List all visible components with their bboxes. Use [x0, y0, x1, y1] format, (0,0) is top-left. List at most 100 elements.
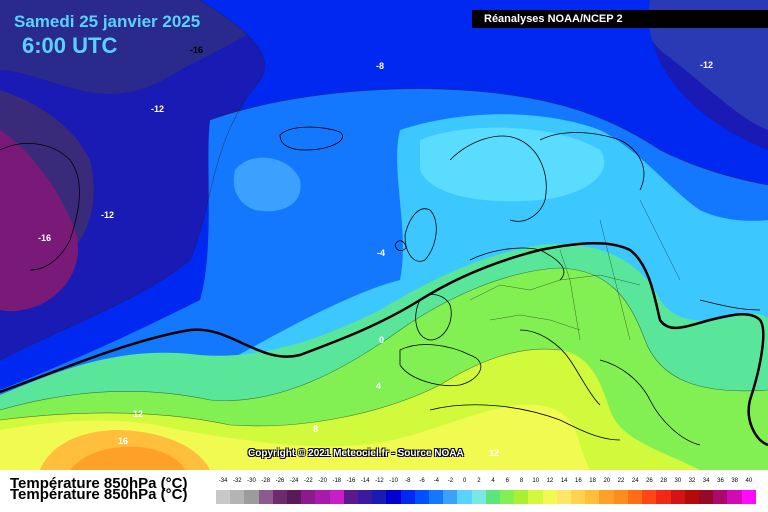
legend-label: -24	[289, 478, 299, 484]
band-cold-pool-atlantic	[233, 157, 301, 212]
legend-swatch	[571, 490, 586, 504]
legend-label: -2	[447, 478, 454, 484]
legend-label: -4	[433, 478, 439, 484]
band-minus16	[0, 0, 300, 94]
isotherm-label: 16	[118, 436, 128, 446]
isotherm-label: 8	[313, 424, 318, 434]
legend-swatch	[727, 490, 742, 504]
isotherm-label: -12	[151, 104, 164, 114]
legend-label: 0	[463, 478, 467, 484]
temperature-map: -16 -12 -8 -12 -12 -16 -4 0 4 8 12 16 12	[0, 0, 768, 470]
legend-label: 8	[519, 478, 524, 484]
legend-label: 26	[646, 478, 653, 484]
legend-swatch	[684, 490, 699, 504]
legend-label: -12	[375, 478, 384, 484]
legend-swatch	[372, 490, 387, 504]
legend-swatch	[457, 490, 472, 504]
legend-label: -6	[419, 478, 425, 484]
legend-labels: -34 -32 -30 -28 -26 -24 -22 -20 -18 -16 -14 -12 -10-…	[216, 478, 756, 488]
legend-swatch	[386, 490, 401, 504]
legend-label: 40	[745, 478, 753, 484]
copyright-text: Copyright © 2021 Meteociel.fr - Source N…	[248, 448, 464, 459]
legend-label: -18	[332, 478, 342, 484]
legend-swatch	[613, 490, 628, 504]
legend-label: -8	[405, 478, 411, 484]
legend-swatch	[627, 490, 643, 504]
legend-label: 16	[575, 478, 582, 484]
isotherms	[0, 0, 768, 427]
legend-swatch	[287, 490, 302, 504]
legend-label: 28	[660, 478, 667, 484]
legend-swatch	[429, 490, 444, 504]
legend-swatch	[443, 490, 458, 504]
legend-label: 10	[532, 478, 540, 484]
legend-label: -20	[318, 478, 327, 484]
legend-swatch	[698, 490, 714, 504]
legend-label: 20	[603, 478, 611, 484]
legend-swatch	[514, 490, 529, 504]
legend-swatch	[670, 490, 685, 504]
coastlines	[0, 126, 761, 446]
legend-swatch	[485, 490, 501, 504]
legend-swatch	[542, 490, 557, 504]
legend-label: -26	[275, 478, 285, 484]
legend-swatch	[400, 490, 415, 504]
legend-label: 12	[546, 478, 554, 484]
legend-swatch	[599, 490, 614, 504]
legend-label: -22	[304, 478, 313, 484]
legend-swatch	[358, 490, 373, 504]
zero-isotherm	[0, 242, 768, 447]
legend-swatch	[216, 490, 231, 504]
legend-swatch	[244, 490, 259, 504]
legend-label: -10	[389, 478, 398, 484]
isotherm-label: 12	[489, 448, 499, 458]
legend-swatch	[230, 490, 245, 504]
legend-label: 34	[702, 478, 710, 484]
isotherm-label: 12	[133, 409, 143, 419]
legend-swatch	[329, 490, 344, 504]
isotherm-label: -4	[377, 248, 385, 258]
legend-label: -32	[232, 478, 242, 484]
legend-swatch	[656, 490, 671, 504]
source-banner: Réanalyses NOAA/NCEP 2	[472, 10, 768, 28]
band-18	[70, 446, 185, 470]
borders	[469, 199, 681, 341]
isotherm-label: -8	[376, 61, 384, 71]
isotherm-label: -12	[101, 210, 114, 220]
legend-label: 30	[674, 478, 682, 484]
legend-label: 4	[491, 478, 495, 484]
legend-swatch	[528, 490, 543, 504]
legend-label: 32	[688, 478, 696, 484]
isotherm-label: 0	[379, 335, 384, 345]
color-scale	[216, 490, 756, 504]
legend-swatch	[258, 490, 273, 504]
legend-label: 38	[731, 478, 739, 484]
date-label: Samedi 25 janvier 2025	[14, 12, 201, 31]
legend-label: 6	[505, 478, 509, 484]
legend-label: -30	[247, 478, 256, 484]
legend-label: 22	[617, 478, 625, 484]
legend-swatch	[301, 490, 316, 504]
isotherm-label: -12	[700, 60, 713, 70]
legend-label: -14	[360, 478, 370, 484]
legend-swatch	[343, 490, 359, 504]
legend-label: -16	[346, 478, 356, 484]
isotherm-label: -16	[190, 45, 203, 55]
legend-label: -28	[261, 478, 271, 484]
legend-swatch	[741, 490, 756, 504]
band-cold-pool-scandinavia	[420, 127, 605, 202]
legend-swatch	[414, 490, 430, 504]
time-label: 6:00 UTC	[22, 33, 118, 58]
legend-label: 18	[589, 478, 596, 484]
band-minus24-purple	[0, 130, 79, 312]
parameter-title: Température 850hPa (°C)	[10, 475, 188, 492]
legend-swatch	[642, 490, 657, 504]
legend-swatch	[713, 490, 728, 504]
isotherm-label: -16	[38, 233, 51, 243]
legend-label: 2	[477, 478, 481, 484]
band-minus16-northeast	[640, 0, 768, 130]
legend-swatch	[556, 490, 572, 504]
legend-label: 36	[717, 478, 724, 484]
legend-swatch	[272, 490, 288, 504]
legend-swatch	[585, 490, 600, 504]
